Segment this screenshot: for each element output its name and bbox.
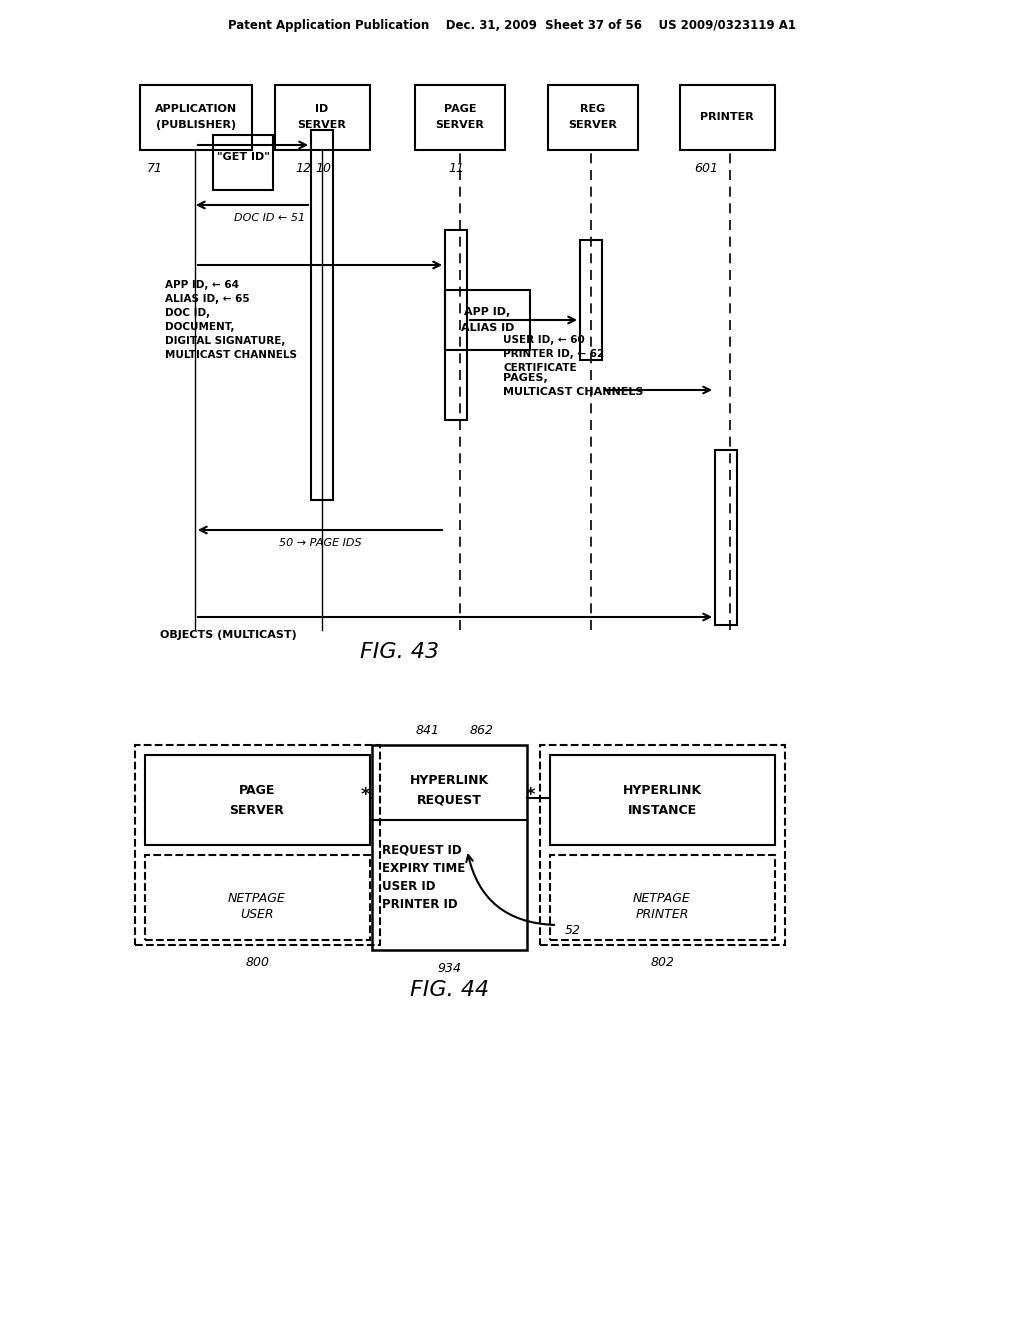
- Text: APPLICATION: APPLICATION: [155, 104, 238, 115]
- Text: 802: 802: [650, 957, 675, 969]
- Text: SERVER: SERVER: [568, 120, 617, 131]
- Text: SERVER: SERVER: [229, 804, 285, 817]
- Text: EXPIRY TIME: EXPIRY TIME: [382, 862, 465, 874]
- Bar: [415, 84, 505, 150]
- Text: APP ID, ← 64: APP ID, ← 64: [165, 280, 239, 290]
- Text: DIGITAL SIGNATURE,: DIGITAL SIGNATURE,: [165, 337, 286, 346]
- Text: FIG. 44: FIG. 44: [411, 979, 489, 1001]
- Text: 71: 71: [147, 161, 163, 174]
- Bar: [145, 855, 370, 940]
- Text: 800: 800: [246, 957, 269, 969]
- Bar: [311, 129, 333, 500]
- Text: 841: 841: [416, 723, 439, 737]
- Text: ID: ID: [315, 104, 329, 115]
- Bar: [550, 855, 775, 940]
- Text: 50 → PAGE IDS: 50 → PAGE IDS: [279, 539, 361, 548]
- Text: HYPERLINK: HYPERLINK: [410, 774, 489, 787]
- Text: ALIAS ID: ALIAS ID: [461, 323, 514, 333]
- Text: MULTICAST CHANNELS: MULTICAST CHANNELS: [165, 350, 297, 360]
- Text: SERVER: SERVER: [435, 120, 484, 131]
- Text: 934: 934: [437, 961, 462, 974]
- Text: (PUBLISHER): (PUBLISHER): [156, 120, 237, 131]
- Bar: [372, 744, 527, 950]
- Text: 52: 52: [565, 924, 581, 936]
- Text: SERVER: SERVER: [298, 120, 346, 131]
- Text: *: *: [360, 785, 370, 804]
- Text: FIG. 43: FIG. 43: [360, 642, 439, 663]
- Bar: [135, 744, 380, 945]
- Text: 862: 862: [469, 723, 494, 737]
- Text: NETPAGE: NETPAGE: [228, 891, 286, 904]
- Text: PAGE: PAGE: [239, 784, 275, 796]
- Bar: [213, 135, 273, 190]
- Bar: [140, 84, 252, 150]
- Text: ALIAS ID, ← 65: ALIAS ID, ← 65: [165, 294, 250, 304]
- Bar: [145, 755, 370, 845]
- Text: REQUEST ID: REQUEST ID: [382, 843, 462, 857]
- Text: HYPERLINK: HYPERLINK: [623, 784, 701, 796]
- Text: REQUEST: REQUEST: [417, 793, 482, 807]
- Text: 601: 601: [694, 161, 718, 174]
- Text: PRINTER ID: PRINTER ID: [382, 898, 458, 911]
- Bar: [275, 84, 370, 150]
- Text: OBJECTS (MULTICAST): OBJECTS (MULTICAST): [160, 630, 297, 640]
- Text: USER ID: USER ID: [382, 879, 435, 892]
- Bar: [550, 755, 775, 845]
- Text: 12: 12: [295, 161, 311, 174]
- Text: 10: 10: [315, 161, 331, 174]
- Bar: [715, 450, 737, 624]
- Bar: [445, 290, 530, 350]
- Text: PRINTER ID, ← 62: PRINTER ID, ← 62: [503, 348, 604, 359]
- Text: USER: USER: [241, 908, 273, 921]
- Text: CERTIFICATE: CERTIFICATE: [503, 363, 577, 374]
- Text: DOCUMENT,: DOCUMENT,: [165, 322, 234, 333]
- Bar: [580, 240, 602, 360]
- Text: PRINTER: PRINTER: [700, 112, 754, 123]
- Text: "GET ID": "GET ID": [216, 153, 269, 162]
- Text: INSTANCE: INSTANCE: [628, 804, 696, 817]
- Bar: [548, 84, 638, 150]
- Text: MULTICAST CHANNELS: MULTICAST CHANNELS: [503, 387, 643, 397]
- Text: REG: REG: [581, 104, 605, 115]
- Text: PRINTER: PRINTER: [635, 908, 689, 921]
- Text: USER ID, ← 60: USER ID, ← 60: [503, 335, 585, 345]
- Text: PAGES,: PAGES,: [503, 374, 548, 383]
- Text: PAGE: PAGE: [443, 104, 476, 115]
- Text: NETPAGE: NETPAGE: [633, 891, 691, 904]
- Bar: [445, 230, 467, 420]
- Bar: [680, 84, 775, 150]
- Text: Patent Application Publication    Dec. 31, 2009  Sheet 37 of 56    US 2009/03231: Patent Application Publication Dec. 31, …: [228, 18, 796, 32]
- Text: 11: 11: [449, 161, 464, 174]
- Text: DOC ID ← 51: DOC ID ← 51: [234, 213, 305, 223]
- Text: DOC ID,: DOC ID,: [165, 308, 210, 318]
- Bar: [540, 744, 785, 945]
- Text: APP ID,: APP ID,: [464, 308, 511, 317]
- Text: *: *: [525, 785, 535, 804]
